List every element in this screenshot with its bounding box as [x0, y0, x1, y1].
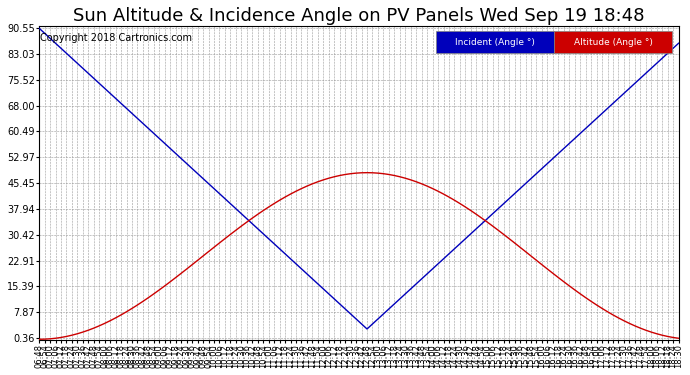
FancyBboxPatch shape: [554, 31, 672, 53]
Text: Incident (Angle °): Incident (Angle °): [455, 38, 535, 46]
Title: Sun Altitude & Incidence Angle on PV Panels Wed Sep 19 18:48: Sun Altitude & Incidence Angle on PV Pan…: [73, 7, 644, 25]
Text: Altitude (Angle °): Altitude (Angle °): [573, 38, 653, 46]
Text: Copyright 2018 Cartronics.com: Copyright 2018 Cartronics.com: [41, 33, 193, 43]
FancyBboxPatch shape: [435, 31, 554, 53]
